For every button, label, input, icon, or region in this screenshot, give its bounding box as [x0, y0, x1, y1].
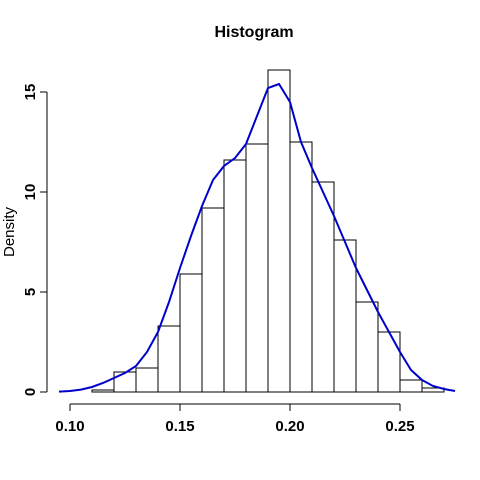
- y-tick-label: 15: [22, 84, 39, 101]
- y-axis: 0 5 10 15: [22, 84, 48, 396]
- histogram-bar: [289, 141, 313, 393]
- y-tick-label: 10: [22, 184, 39, 201]
- histogram-bar: [223, 159, 247, 393]
- histogram-bar: [157, 325, 181, 393]
- y-tick-label: 5: [22, 288, 39, 296]
- histogram-bar: [399, 379, 423, 393]
- histogram-bar: [91, 389, 115, 393]
- x-tick-label: 0.10: [55, 418, 84, 435]
- histogram-bar: [245, 143, 269, 393]
- x-axis: 0.10 0.15 0.20 0.25: [55, 403, 415, 435]
- density-curve-group: [58, 82, 456, 393]
- x-tick-label: 0.25: [385, 418, 414, 435]
- histogram-bars: [91, 69, 445, 393]
- histogram-bar: [333, 239, 357, 393]
- histogram-bar: [355, 301, 379, 393]
- histogram-bar: [311, 181, 335, 393]
- x-tick-label: 0.20: [275, 418, 304, 435]
- y-tick-label: 0: [22, 388, 39, 396]
- histogram-bar: [135, 367, 159, 393]
- histogram-bar: [201, 207, 225, 393]
- x-tick-label: 0.15: [165, 418, 194, 435]
- chart-title: Histogram: [214, 24, 293, 41]
- histogram-bar: [113, 371, 137, 393]
- histogram-bar: [377, 331, 401, 393]
- density-curve: [58, 82, 456, 393]
- histogram-bar: [179, 273, 203, 393]
- y-axis-label: Density: [1, 206, 18, 257]
- histogram-bar: [267, 69, 291, 393]
